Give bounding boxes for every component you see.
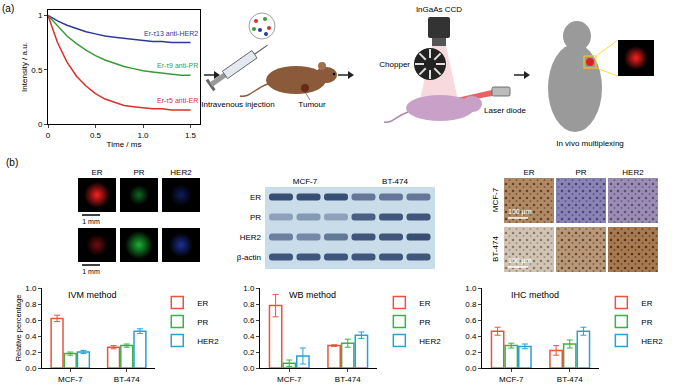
svg-text:HER2: HER2 [641, 337, 663, 346]
svg-text:0.8: 0.8 [25, 300, 37, 309]
svg-text:0.2: 0.2 [25, 348, 37, 357]
svg-text:0.6: 0.6 [25, 316, 37, 325]
svg-text:IHC method: IHC method [511, 290, 559, 300]
svg-text:Time / ms: Time / ms [107, 140, 142, 149]
svg-text:0: 0 [46, 131, 51, 140]
svg-text:HER2: HER2 [197, 337, 219, 346]
svg-text:Laser diode: Laser diode [484, 106, 526, 115]
svg-text:In vivo multiplexing: In vivo multiplexing [556, 139, 624, 148]
svg-text:ER: ER [641, 299, 652, 308]
svg-text:Relative percentage: Relative percentage [14, 295, 23, 362]
svg-text:MCF-7: MCF-7 [58, 375, 83, 384]
svg-text:0.8: 0.8 [243, 300, 255, 309]
svg-text:0.6: 0.6 [465, 316, 477, 325]
svg-text:1.0: 1.0 [243, 284, 255, 293]
svg-text:0.4: 0.4 [465, 332, 477, 341]
svg-text:MCF-7: MCF-7 [491, 187, 500, 212]
svg-text:ER: ER [419, 299, 430, 308]
svg-text:1 mm: 1 mm [82, 268, 100, 275]
svg-text:1.0: 1.0 [465, 284, 477, 293]
svg-text:Er-τ9 anti-PR: Er-τ9 anti-PR [157, 62, 198, 69]
svg-text:1.5: 1.5 [185, 131, 197, 140]
svg-text:1.0: 1.0 [25, 284, 37, 293]
svg-text:0.8: 0.8 [465, 300, 477, 309]
svg-text:0.4: 0.4 [25, 332, 37, 341]
svg-text:MCF-7: MCF-7 [277, 375, 302, 384]
svg-text:ER: ER [197, 299, 208, 308]
svg-text:PR: PR [133, 168, 144, 177]
svg-text:BT-474: BT-474 [382, 177, 408, 186]
svg-text:(a): (a) [2, 3, 14, 14]
svg-text:MCF-7: MCF-7 [499, 375, 524, 384]
svg-text:HER2: HER2 [622, 168, 644, 177]
svg-text:HER2: HER2 [419, 337, 441, 346]
svg-text:Er-τ5 anti-ER: Er-τ5 anti-ER [157, 97, 198, 104]
svg-text:0.2: 0.2 [465, 348, 477, 357]
svg-text:PR: PR [197, 318, 208, 327]
svg-text:PR: PR [575, 168, 586, 177]
svg-text:0.0: 0.0 [465, 364, 477, 373]
svg-text:Chopper: Chopper [379, 60, 410, 69]
svg-text:BT-474: BT-474 [114, 375, 140, 384]
svg-text:Intravenous injection: Intravenous injection [201, 100, 274, 109]
svg-text:β-actin: β-actin [237, 253, 261, 262]
svg-text:Tumour: Tumour [298, 100, 326, 109]
svg-text:1: 1 [38, 11, 43, 20]
svg-text:1 mm: 1 mm [82, 218, 100, 225]
svg-text:PR: PR [641, 318, 652, 327]
svg-text:0.2: 0.2 [243, 348, 255, 357]
svg-text:ER: ER [523, 168, 534, 177]
svg-text:WB method: WB method [289, 290, 336, 300]
svg-text:PR: PR [250, 213, 261, 222]
svg-text:100 μm: 100 μm [508, 208, 532, 216]
svg-text:PR: PR [419, 318, 430, 327]
svg-text:BT-474: BT-474 [491, 236, 500, 262]
svg-text:Intensity / a.u.: Intensity / a.u. [20, 42, 29, 92]
svg-text:0.6: 0.6 [243, 316, 255, 325]
svg-text:0: 0 [38, 120, 43, 129]
svg-text:(b): (b) [6, 157, 18, 168]
svg-text:BT-474: BT-474 [335, 375, 361, 384]
svg-text:ER: ER [250, 193, 261, 202]
svg-text:0.4: 0.4 [243, 332, 255, 341]
svg-text:0.5: 0.5 [31, 66, 43, 75]
svg-text:Er-τ13 anti-HER2: Er-τ13 anti-HER2 [144, 30, 198, 37]
svg-text:MCF-7: MCF-7 [293, 177, 318, 186]
svg-text:0.0: 0.0 [243, 364, 255, 373]
svg-text:HER2: HER2 [240, 233, 262, 242]
svg-text:0.5: 0.5 [90, 131, 102, 140]
svg-text:BT-474: BT-474 [557, 375, 583, 384]
svg-text:1.0: 1.0 [137, 131, 149, 140]
svg-text:ER: ER [91, 168, 102, 177]
svg-text:100 μm: 100 μm [508, 257, 532, 265]
svg-text:HER2: HER2 [170, 168, 192, 177]
svg-text:InGaAs CCD: InGaAs CCD [416, 5, 462, 14]
svg-text:0.0: 0.0 [25, 364, 37, 373]
svg-text:IVM method: IVM method [68, 290, 117, 300]
